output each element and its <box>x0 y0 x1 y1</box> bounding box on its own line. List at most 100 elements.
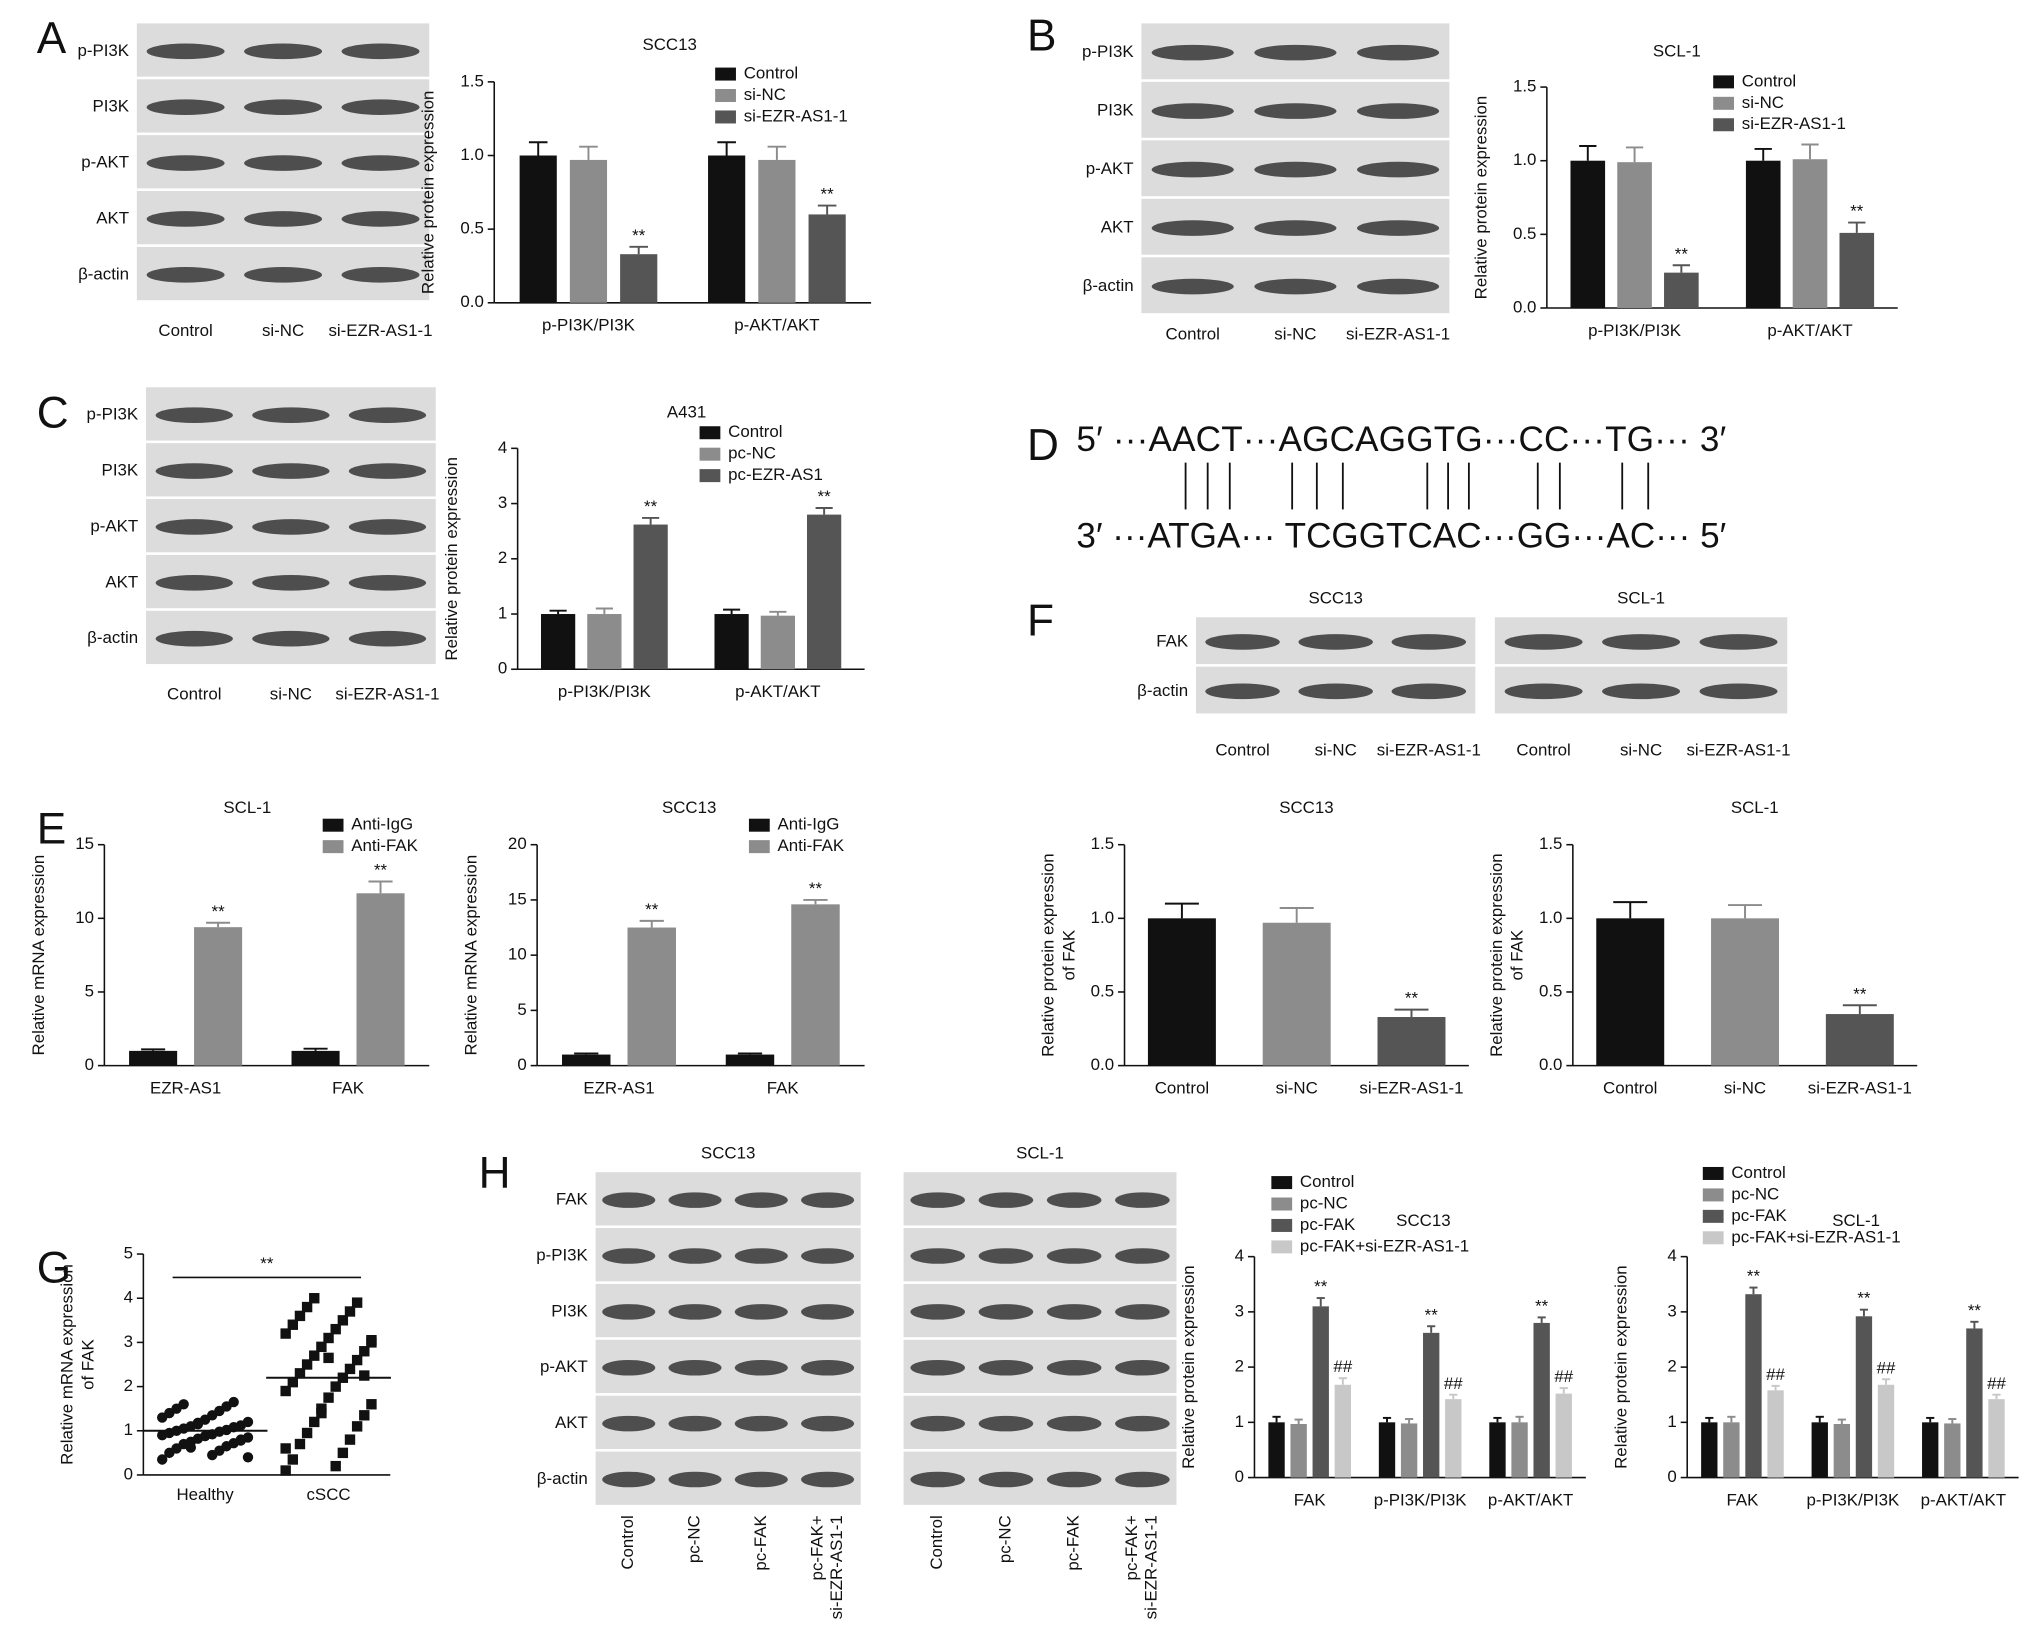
legend-swatch <box>1271 1218 1293 1232</box>
y-tick-label: 10 <box>508 945 527 964</box>
sequence-top: 5′ ···AACT···AGCAGGTG···CC···TG··· 3′ <box>1076 420 1726 459</box>
y-tick-label: 1.0 <box>1091 908 1114 927</box>
y-tick-label: 0.0 <box>1539 1055 1562 1074</box>
blot-band <box>155 575 233 591</box>
legend-label: Control <box>744 64 798 83</box>
y-axis-label: Relative mRNA expression <box>29 855 48 1056</box>
legend-swatch <box>715 110 736 124</box>
blot-band <box>252 463 330 479</box>
blot-band <box>155 407 233 423</box>
legend-swatch <box>699 469 721 483</box>
y-tick-label: 3 <box>498 493 507 512</box>
legend-label: si-NC <box>744 85 786 104</box>
legend-label: si-NC <box>1742 93 1784 112</box>
x-tick-label: FAK <box>1726 1490 1759 1509</box>
blot-column-label: pc-NC <box>684 1515 703 1563</box>
blot-band <box>1602 683 1681 700</box>
bar <box>1792 159 1828 308</box>
x-tick-label: p-PI3K/PI3K <box>1588 321 1682 340</box>
significance-label: ** <box>809 879 823 898</box>
point <box>359 1370 370 1381</box>
legend-swatch <box>715 89 736 103</box>
blot-column-label: pc-NC <box>995 1515 1014 1563</box>
blot-band <box>1115 1248 1170 1264</box>
bar <box>1711 918 1780 1066</box>
blot-band <box>801 1248 855 1264</box>
bar <box>1944 1423 1961 1478</box>
significance-label: ** <box>1747 1267 1761 1286</box>
y-tick-label: 1 <box>1667 1412 1676 1431</box>
blot-band <box>341 99 420 116</box>
blot-column-label: si-EZR-AS1-1 <box>1142 1515 1161 1619</box>
blot-column-label: pc-FAK+ <box>807 1515 826 1580</box>
point <box>242 1452 254 1463</box>
blot-band <box>252 575 330 591</box>
y-tick-label: 0 <box>517 1055 526 1074</box>
legend-swatch <box>322 818 344 832</box>
significance-label: ## <box>1766 1365 1785 1384</box>
blot-band <box>1046 1471 1102 1488</box>
blot-title: SCL-1 <box>1617 589 1665 608</box>
bar <box>1511 1422 1528 1478</box>
significance-label: ** <box>1405 989 1419 1008</box>
blot-band <box>1391 634 1467 650</box>
panel-letter: C <box>37 389 69 438</box>
significance-label: ** <box>632 226 646 245</box>
point <box>309 1293 320 1304</box>
y-tick-label: 1.0 <box>1539 908 1562 927</box>
bar <box>1570 160 1606 308</box>
blot-band <box>146 99 225 116</box>
bar <box>1268 1422 1285 1478</box>
bar <box>194 927 243 1066</box>
y-tick-label: 2 <box>124 1376 133 1395</box>
blot-row-label: p-PI3K <box>87 405 139 424</box>
blot-row-label: PI3K <box>102 461 139 480</box>
y-tick-label: 0.0 <box>460 292 483 311</box>
blot-band <box>1115 1359 1170 1376</box>
blot-band <box>602 1304 656 1320</box>
point <box>280 1465 291 1476</box>
blot-band <box>978 1471 1034 1488</box>
blot-band <box>1356 103 1440 119</box>
x-tick-label: p-AKT/AKT <box>1767 321 1852 340</box>
x-tick-label: p-AKT/AKT <box>1488 1490 1573 1509</box>
panel-letter: D <box>1027 421 1059 470</box>
point <box>366 1335 377 1346</box>
blot-row-label: p-AKT <box>81 153 129 172</box>
significance-label: ** <box>821 185 835 204</box>
blot-band <box>734 1415 788 1432</box>
blot-column-label: Control <box>1516 741 1570 760</box>
legend-swatch <box>1702 1209 1724 1223</box>
blot-band <box>348 407 427 423</box>
legend-swatch <box>1702 1231 1724 1245</box>
y-tick-label: 3 <box>124 1332 133 1351</box>
y-tick-label: 4 <box>124 1288 133 1307</box>
y-axis-label: Relative mRNA expression <box>57 1264 76 1465</box>
y-tick-label: 0.5 <box>1513 224 1536 243</box>
legend-swatch <box>1713 96 1734 110</box>
y-tick-label: 5 <box>517 1000 526 1019</box>
blot-band <box>978 1359 1034 1376</box>
y-tick-label: 1.5 <box>1539 834 1562 853</box>
legend-label: pc-FAK+si-EZR-AS1-1 <box>1300 1236 1469 1255</box>
blot-band <box>734 1304 788 1320</box>
blot-column-label: si-NC <box>1274 325 1316 344</box>
blot-row-label: p-AKT <box>1086 159 1134 178</box>
significance-label: ** <box>1675 244 1689 263</box>
point <box>323 1392 334 1403</box>
panel-letter: G <box>37 1244 71 1293</box>
y-tick-label: 0.5 <box>460 219 483 238</box>
x-tick-label: Control <box>1603 1078 1657 1097</box>
legend-label: pc-EZR-AS1 <box>728 465 823 484</box>
bar <box>1290 1423 1307 1478</box>
y-tick-label: 5 <box>85 981 94 1000</box>
point <box>157 1454 168 1465</box>
bar <box>1423 1332 1440 1478</box>
bar <box>1596 918 1665 1066</box>
y-tick-label: 1.5 <box>1513 77 1536 96</box>
bar <box>1377 1017 1446 1066</box>
y-tick-label: 5 <box>124 1244 133 1263</box>
significance-label: ** <box>212 902 226 921</box>
point <box>301 1359 313 1370</box>
